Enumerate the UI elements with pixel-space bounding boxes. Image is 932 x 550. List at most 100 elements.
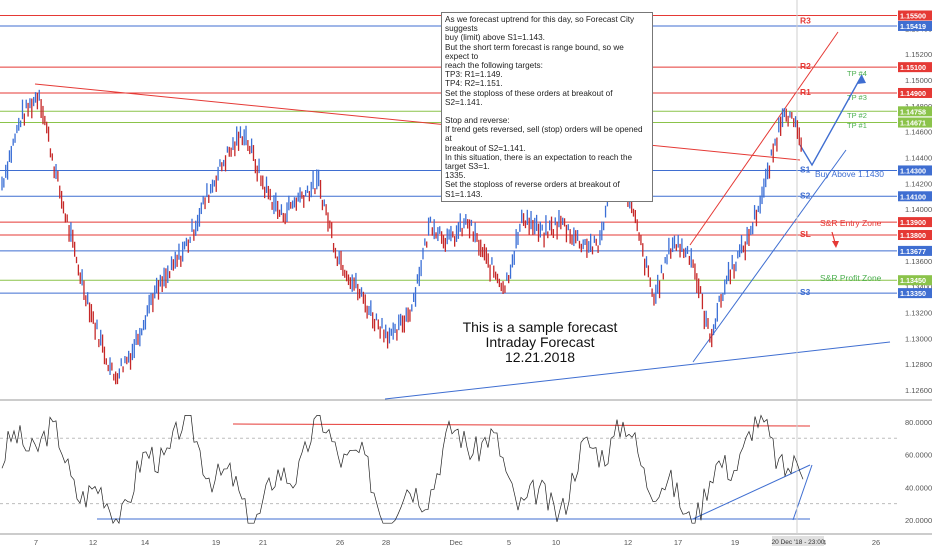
price-tick-label: 1.15000 [905, 76, 932, 85]
bullish-arrow-head [857, 75, 866, 84]
bearish-arrow-head [832, 241, 839, 248]
take-profit-label: TP #4 [847, 69, 867, 78]
oscillator-rising-line [692, 464, 811, 520]
time-tick-label: Dec [449, 538, 463, 547]
level-price-tag [898, 275, 932, 286]
level-price-tag [898, 245, 932, 256]
channel-upper-line [689, 31, 839, 246]
note-buy-line: But the short term forecast is range bou… [445, 42, 624, 61]
sample-forecast-caption: This is a sample forecast Intraday Forec… [440, 320, 640, 365]
time-tick-label: 12 [89, 538, 97, 547]
caption-line-3: 12.21.2018 [504, 349, 576, 365]
note-reverse-line: Stop and reverse: [445, 116, 510, 126]
note-buy-line: TP4: R2=1.151. [445, 79, 503, 89]
forecast-note: As we forecast uptrend for this day, so … [441, 12, 653, 202]
note-reverse-line: 1335. [445, 171, 466, 181]
price-tick-label: 1.13600 [905, 257, 932, 266]
oscillator-support-line [792, 464, 813, 521]
level-price-tag [898, 165, 932, 176]
level-price-tag [898, 106, 932, 117]
level-price-tag [898, 288, 932, 299]
caption-line-1: This is a sample forecast [462, 319, 618, 335]
profit-zone-label: S&R Profit Zone [820, 273, 882, 283]
oscillator-tick-label: 20.0000 [905, 516, 932, 525]
price-tick-label: 1.14400 [905, 154, 932, 163]
oscillator-top-line [232, 423, 811, 427]
level-name-label: R3 [800, 15, 811, 25]
crosshair-time-label: 20 Dec '18 - 23:00 [772, 539, 825, 546]
level-price-tag [898, 191, 932, 202]
price-tick-label: 1.12600 [905, 386, 932, 395]
time-tick-label: 5 [507, 538, 511, 547]
level-price-tag-text: 1.14900 [900, 89, 926, 98]
time-tick-label: 19 [212, 538, 220, 547]
take-profit-label: TP #3 [847, 93, 867, 102]
note-buy-line: buy (limit) above S1=1.143. [445, 33, 545, 43]
level-price-tag-text: 1.13677 [900, 247, 926, 256]
price-tick-label: 1.13200 [905, 308, 932, 317]
level-price-tag-text: 1.15500 [900, 11, 926, 20]
caption-line-2: Intraday Forecast [485, 334, 595, 350]
level-price-tag [898, 62, 932, 73]
level-price-tag-text: 1.14300 [900, 166, 926, 175]
time-tick-label: 19 [731, 538, 739, 547]
level-name-label: R2 [800, 61, 811, 71]
time-tick-label: 12 [624, 538, 632, 547]
bullish-path-arrow [799, 74, 863, 167]
downtrend-line [34, 83, 801, 161]
time-tick-label: 7 [34, 538, 38, 547]
note-reverse-line: breakout of S2=1.141. [445, 143, 526, 153]
note-reverse-line: Set the stoploss of reverse orders at br… [445, 180, 620, 199]
level-price-tag [898, 20, 932, 31]
note-buy-line: TP3: R1=1.149. [445, 70, 503, 80]
level-name-label: R1 [800, 87, 811, 97]
level-price-tag [898, 10, 932, 21]
level-price-tag-text: 1.15100 [900, 63, 926, 72]
price-tick-label: 1.14000 [905, 205, 932, 214]
entry-zone-label: S&R Entry Zone [820, 218, 882, 228]
level-price-tag-text: 1.13350 [900, 289, 926, 298]
buy-above-label: Buy Above 1.1430 [815, 169, 884, 179]
price-tick-label: 1.13400 [905, 283, 932, 292]
crosshair-time-tag [772, 536, 824, 546]
level-name-label: S3 [800, 287, 811, 297]
time-tick-label: 10 [552, 538, 560, 547]
level-price-tag-text: 1.13450 [900, 276, 926, 285]
price-tick-label: 1.12800 [905, 360, 932, 369]
oscillator-line [1, 414, 804, 525]
level-name-label: S1 [800, 164, 811, 174]
channel-lower-line [692, 149, 847, 363]
take-profit-label: TP #1 [847, 121, 867, 130]
level-price-tag [898, 230, 932, 241]
time-tick-label: 26 [872, 538, 880, 547]
price-tick-label: 1.13000 [905, 334, 932, 343]
oscillator-tick-label: 80.0000 [905, 418, 932, 427]
price-tick-label: 1.14200 [905, 179, 932, 188]
level-price-tag [898, 217, 932, 228]
time-tick-label: 17 [674, 538, 682, 547]
level-price-tag [898, 87, 932, 98]
time-tick-label: 14 [141, 538, 149, 547]
note-buy-line: Set the stoploss of these orders at brea… [445, 88, 613, 107]
level-price-tag-text: 1.14100 [900, 192, 926, 201]
level-price-tag-text: 1.13800 [900, 231, 926, 240]
note-reverse-line: If trend gets reversed, sell (stop) orde… [445, 125, 643, 144]
level-price-tag-text: 1.14758 [900, 107, 926, 116]
level-price-tag [898, 117, 932, 128]
long-support-line [384, 341, 891, 400]
note-reverse-line: In this situation, there is an expectati… [445, 152, 633, 172]
level-price-tag-text: 1.15419 [900, 22, 926, 31]
oscillator-tick-label: 40.0000 [905, 483, 932, 492]
price-tick-label: 1.15200 [905, 50, 932, 59]
time-tick-label: 28 [382, 538, 390, 547]
note-buy-line: As we forecast uptrend for this day, so … [445, 15, 635, 34]
level-name-label: SL [800, 229, 811, 239]
level-price-tag-text: 1.14671 [900, 119, 926, 128]
take-profit-label: TP #2 [847, 111, 867, 120]
level-price-tag-text: 1.13900 [900, 218, 926, 227]
level-name-label: S2 [800, 190, 811, 200]
oscillator-tick-label: 60.0000 [905, 451, 932, 460]
note-buy-line: reach the following targets: [445, 61, 543, 71]
time-tick-label: 21 [259, 538, 267, 547]
price-tick-label: 1.14600 [905, 128, 932, 137]
